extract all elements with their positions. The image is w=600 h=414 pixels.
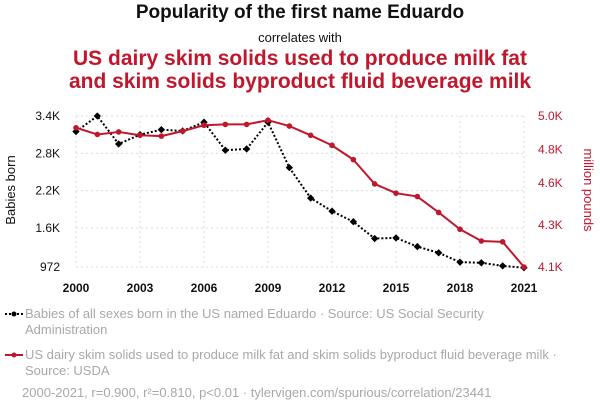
line-chart: 972 1.6K 2.2K 2.8K 3.4K 4.1K 4.3K 4.6K 4.8K 5.0K…: [3, 109, 596, 295]
series-2-point: [158, 133, 165, 139]
x-tick-label: 2000: [63, 281, 90, 295]
y-right-tick-label: 4.6K: [538, 176, 563, 190]
series-1-point: [242, 145, 251, 153]
series-2-point: [371, 181, 378, 187]
y-axis-left-label: Babies born: [3, 155, 18, 224]
series-2-point: [393, 190, 399, 196]
footer-stats: 2000-2021, r=0.900, r²=0.810, p<0.01 · t…: [22, 385, 492, 400]
y-right-tick-label: 4.3K: [538, 218, 563, 232]
chart-subtitle: correlates with: [258, 30, 342, 45]
series-1-point: [477, 259, 486, 267]
series-2-point: [350, 156, 357, 163]
series-2-point: [329, 142, 335, 149]
y-axis-right-label: million pounds: [581, 148, 596, 232]
series-2-point: [521, 264, 527, 270]
series-1-point: [434, 249, 443, 257]
series-2-point: [478, 238, 485, 244]
y-right-tick-label: 4.1K: [538, 260, 563, 274]
x-tick-label: 2003: [127, 281, 154, 295]
series-2-point: [137, 132, 143, 139]
series-line-1: [75, 115, 525, 269]
series-1-point: [349, 218, 358, 226]
series-2-point: [94, 131, 101, 138]
y-left-tick-label: 2.2K: [35, 184, 60, 198]
chart-title-secondary: US dairy skim solids used to produce mil…: [0, 47, 600, 93]
legend-text-2: US dairy skim solids used to produce mil…: [25, 347, 557, 378]
series-2-point: [243, 121, 250, 128]
series-2-point: [179, 128, 186, 134]
series-1-point: [413, 242, 422, 251]
legend-swatch-solid: [5, 352, 23, 358]
series-group: [72, 112, 528, 272]
chart-title-secondary-line1: US dairy skim solids used to produce mil…: [73, 47, 527, 70]
y-left-tick-label: 2.8K: [35, 146, 60, 160]
x-tick-label: 2012: [319, 281, 346, 295]
series-1-point: [157, 126, 166, 134]
series-2-point: [115, 129, 122, 135]
legend-swatch-dotted: [5, 311, 23, 317]
x-tick-label: 2009: [255, 281, 282, 295]
series-1-point: [498, 262, 507, 270]
series-1-point: [114, 140, 123, 148]
series-2-point: [499, 239, 506, 245]
y-left-tick-label: 1.6K: [35, 221, 60, 235]
legend-text-1: Babies of all sexes born in the US named…: [25, 306, 484, 337]
x-tick-label: 2018: [447, 281, 474, 295]
series-2-point: [73, 124, 79, 131]
series-2-point: [286, 123, 293, 129]
series-2-point: [222, 121, 229, 128]
series-2-point: [201, 122, 207, 129]
series-1-point: [328, 207, 336, 215]
series-1-point: [392, 234, 400, 242]
x-tick-label: 2015: [383, 281, 410, 295]
grid-lines: [75, 115, 525, 268]
series-line-2: [75, 119, 525, 268]
series-1-point: [285, 163, 294, 172]
x-tick-label: 2021: [511, 281, 538, 295]
series-2-point: [457, 226, 463, 233]
chart-title-secondary-line2: and skim solids byproduct fluid beverage…: [68, 70, 532, 93]
series-1-point: [93, 112, 102, 120]
y-right-tick-label: 4.8K: [538, 143, 563, 157]
y-right-tick-label: 5.0K: [538, 109, 563, 123]
series-2-point: [307, 132, 314, 139]
series-1-point: [456, 258, 464, 266]
y-axis-left-ticks: 972 1.6K 2.2K 2.8K 3.4K: [35, 109, 60, 274]
series-1-point: [221, 146, 230, 154]
x-axis-ticks: 2000 2003 2006 2009 2012 2015 2018 2021: [63, 281, 538, 295]
series-2-point: [435, 209, 442, 216]
series-2-point: [414, 193, 421, 200]
x-tick-label: 2006: [191, 281, 218, 295]
chart-title: Popularity of the first name Eduardo: [135, 2, 465, 23]
y-axis-right-ticks: 4.1K 4.3K 4.6K 4.8K 5.0K: [538, 109, 563, 274]
y-left-tick-label: 3.4K: [35, 109, 60, 123]
y-left-tick-label: 972: [40, 260, 60, 274]
series-2-point: [265, 117, 271, 123]
